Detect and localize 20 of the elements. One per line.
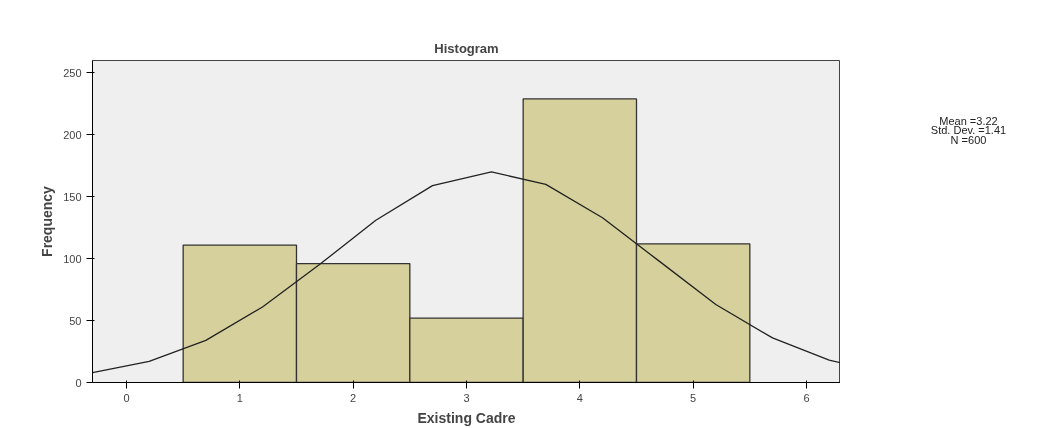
x-tick-label: 1 — [236, 391, 243, 404]
y-axis-title: Frequency — [39, 185, 56, 257]
text: Mean =3.22 — [939, 114, 998, 127]
y-tick-label: 250 — [63, 66, 82, 79]
x-tick-label: 6 — [803, 391, 810, 404]
line-series — [92, 171, 840, 374]
x-axis-title: Existing Cadre — [417, 409, 516, 426]
x-tick-label: 5 — [690, 391, 697, 404]
x-tick-label: 2 — [350, 391, 357, 404]
y-tick-label: 0 — [75, 376, 82, 389]
x-tick-label: 0 — [123, 391, 130, 404]
x-tick-label: 4 — [576, 391, 583, 404]
chart-title: Histogram — [434, 40, 499, 56]
y-tick-label: 50 — [69, 314, 82, 327]
y-tick-label: 150 — [63, 190, 82, 203]
y-tick-label: 200 — [63, 128, 82, 141]
text: N =600 — [950, 134, 987, 147]
x-tick-label: 3 — [463, 391, 470, 404]
text: Std. Dev. =1.41 — [930, 124, 1007, 137]
y-tick-label: 100 — [63, 252, 82, 265]
